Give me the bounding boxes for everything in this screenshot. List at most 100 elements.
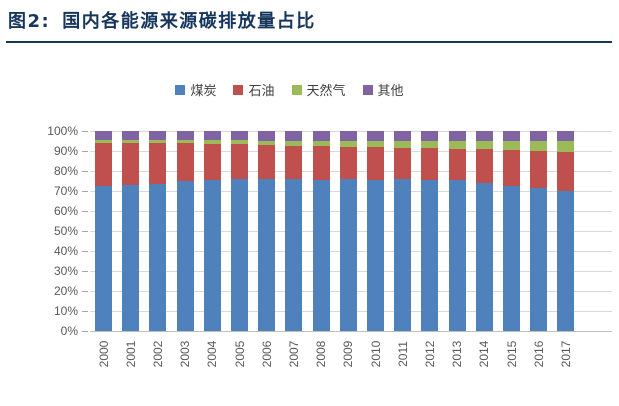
bar-segment-other [421,131,439,141]
bar-segment-oil [122,143,140,185]
bar-2007 [285,131,303,331]
bar-segment-coal [367,180,384,331]
legend-item-oil: 石油 [233,80,275,99]
bar-segment-coal [339,179,357,331]
bar-segment-gas [421,141,439,148]
bar-2016 [530,131,548,331]
legend-swatch-other [362,84,373,95]
y-axis-tick-label: 90% [53,144,78,158]
bar-segment-other [557,131,575,141]
bar-segment-oil [367,147,384,180]
y-axis-tick-label: 70% [53,184,78,198]
bar-segment-other [231,131,248,140]
bar-segment-coal [203,180,221,331]
bar-segment-oil [448,149,466,180]
bar-segment-gas [258,141,276,145]
bar-2008 [312,131,330,331]
bar-2005 [231,131,248,331]
title-divider [6,41,612,43]
bar-segment-coal [122,185,140,331]
bar-segment-other [176,131,194,140]
bar-segment-coal [503,186,520,331]
bar-segment-other [285,131,303,141]
bar-segment-coal [176,181,194,331]
bar-segment-gas [312,141,330,146]
y-axis-tick-mark [82,211,88,212]
plot-area [90,131,612,332]
y-axis-tick-mark [82,191,88,192]
bar-segment-oil [203,144,221,180]
bar-2017 [557,131,575,331]
bar-segment-oil [312,146,330,180]
y-axis-tick-label: 100% [47,124,78,138]
bar-segment-gas [530,141,548,151]
bar-segment-gas [448,141,466,149]
bar-segment-oil [285,146,303,179]
y-axis-tick-mark [82,251,88,252]
legend-label-gas: 天然气 [306,83,346,98]
x-axis-label: 2017 [558,340,573,368]
bar-2014 [475,131,493,331]
legend-swatch-coal [175,84,186,95]
legend-label-coal: 煤炭 [190,83,217,98]
bar-2013 [448,131,466,331]
bar-segment-gas [95,140,112,143]
bar-2012 [421,131,439,331]
y-axis-tick-label: 80% [53,164,78,178]
y-axis-tick-label: 20% [53,284,78,298]
bar-segment-other [258,131,276,141]
y-axis-tick-mark [82,331,88,332]
bar-segment-coal [285,179,303,331]
bar-segment-oil [503,150,520,186]
bar-segment-other [475,131,493,141]
bar-segment-other [122,131,140,140]
bar-segment-coal [149,184,167,331]
bar-segment-oil [339,147,357,179]
bar-segment-oil [95,143,112,186]
bar-segment-coal [258,179,276,331]
bar-segment-gas [176,140,194,143]
legend-item-coal: 煤炭 [175,80,216,99]
bar-2001 [122,131,140,331]
bar-segment-gas [367,141,384,147]
bar-2011 [394,131,412,331]
y-axis-tick-label: 30% [53,264,78,278]
bar-segment-other [394,131,412,141]
bar-segment-other [203,131,221,140]
bar-segment-gas [285,141,303,146]
bar-segment-oil [394,148,412,179]
bar-segment-oil [557,152,575,191]
bar-segment-coal [394,179,412,331]
y-axis-tick-mark [82,171,88,172]
y-axis-tick-mark [82,131,88,132]
bar-segment-gas [231,140,248,144]
bar-2004 [203,131,221,331]
bar-segment-other [448,131,466,141]
bar-2009 [339,131,357,331]
bar-segment-gas [394,141,412,148]
bar-segment-oil [231,144,248,179]
bar-2003 [176,131,194,331]
legend-item-gas: 天然气 [291,80,346,99]
bar-2010 [367,131,384,331]
legend-swatch-gas [291,84,302,95]
bar-segment-gas [557,141,575,152]
x-axis-line [90,331,612,332]
bar-segment-other [367,131,384,141]
y-axis-tick-mark [82,311,88,312]
bar-segment-gas [149,140,167,143]
y-axis-tick-mark [82,231,88,232]
bar-segment-gas [339,141,357,147]
bar-segment-coal [231,179,248,331]
bar-2000 [95,131,112,331]
bar-2015 [503,131,520,331]
legend-label-oil: 石油 [248,83,275,98]
legend-swatch-oil [233,84,244,95]
bar-segment-other [339,131,357,141]
figure-title: 图2: 国内各能源来源碳排放量占比 [8,7,316,33]
bar-segment-gas [122,140,140,143]
bar-segment-other [149,131,167,140]
bar-segment-coal [557,191,575,331]
y-axis-tick-mark [82,151,88,152]
bar-segment-oil [421,148,439,180]
